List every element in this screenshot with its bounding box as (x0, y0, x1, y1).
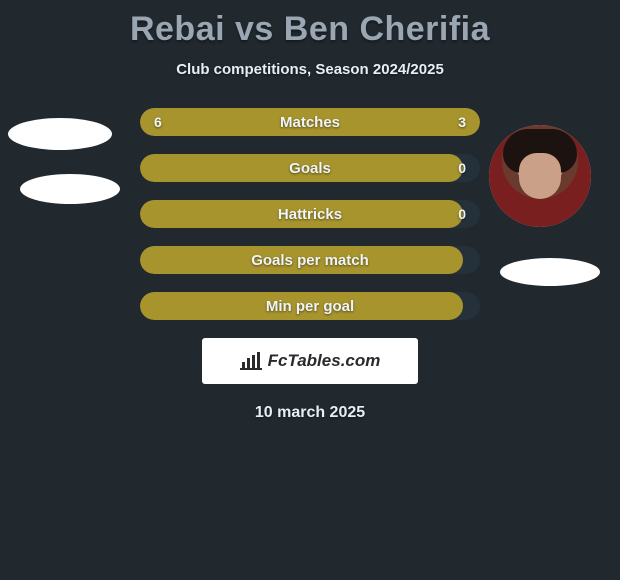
decorative-ellipse (8, 118, 112, 150)
decorative-ellipse (20, 174, 120, 204)
stat-label: Goals per match (140, 246, 480, 274)
comparison-rows: 6 Matches 3 Goals 0 Hattricks 0 Goals pe… (140, 108, 480, 320)
stat-value-right: 0 (458, 154, 466, 182)
bar-chart-icon (240, 352, 262, 370)
subtitle: Club competitions, Season 2024/2025 (0, 61, 620, 78)
date-text: 10 march 2025 (0, 404, 620, 422)
page-title: Rebai vs Ben Cherifia (0, 0, 620, 49)
avatar-right (489, 125, 591, 227)
stat-value-right: 3 (458, 108, 466, 136)
stat-label: Goals (140, 154, 480, 182)
stat-row-hattricks: Hattricks 0 (140, 200, 480, 228)
stat-value-right: 0 (458, 200, 466, 228)
stat-row-matches: 6 Matches 3 (140, 108, 480, 136)
stat-row-goals: Goals 0 (140, 154, 480, 182)
stat-row-goals-per-match: Goals per match (140, 246, 480, 274)
brand-badge: FcTables.com (202, 338, 418, 384)
stat-row-min-per-goal: Min per goal (140, 292, 480, 320)
stat-label: Min per goal (140, 292, 480, 320)
brand-text: FcTables.com (268, 351, 381, 371)
avatar-image (489, 125, 591, 227)
stat-label: Hattricks (140, 200, 480, 228)
stat-label: Matches (140, 108, 480, 136)
decorative-ellipse (500, 258, 600, 286)
